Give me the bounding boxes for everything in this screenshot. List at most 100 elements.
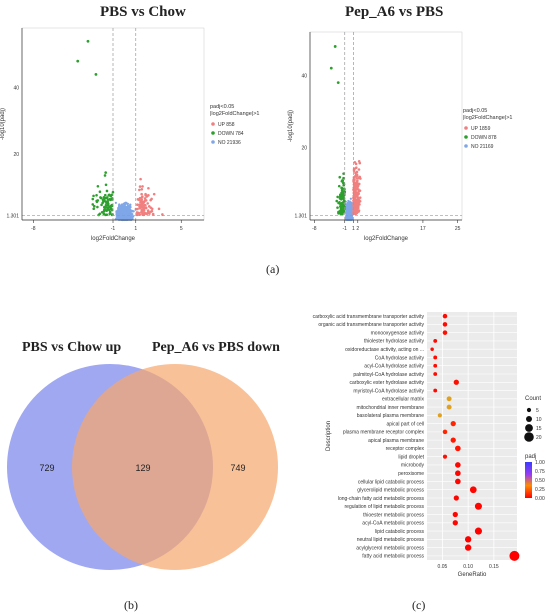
point-down — [339, 204, 342, 208]
point-no — [119, 216, 122, 219]
point-down — [105, 189, 109, 193]
x-axis-label: log2FoldChange — [91, 236, 136, 242]
point-down — [104, 209, 107, 212]
point-no — [122, 208, 126, 211]
point-no — [350, 217, 353, 221]
point-up — [161, 213, 164, 216]
dot — [433, 372, 438, 376]
point-up — [146, 194, 149, 198]
y-tick-label: 40 — [301, 73, 307, 79]
term-label: extracellular matrix — [382, 397, 424, 403]
dot — [455, 445, 461, 452]
point-up — [353, 183, 357, 186]
point-down — [108, 211, 112, 215]
plot-area — [309, 31, 463, 221]
x-tick-label: 0.10 — [463, 564, 473, 570]
dot — [450, 420, 456, 427]
point-up — [353, 167, 356, 170]
dot — [433, 355, 438, 360]
point-no — [132, 210, 135, 213]
dot — [464, 544, 472, 551]
x-tick-label: 1 — [352, 226, 355, 232]
point-down — [340, 179, 344, 183]
dot — [433, 363, 438, 368]
point-down — [86, 39, 90, 43]
point-up — [355, 191, 359, 195]
size-legend-label: 10 — [536, 417, 542, 423]
legend-label: NO 21169 — [471, 144, 494, 150]
point-up — [138, 188, 141, 192]
point-down — [339, 193, 342, 197]
point-up — [140, 202, 144, 206]
point-no — [120, 205, 123, 209]
point-no — [120, 210, 124, 213]
point-no — [124, 201, 127, 204]
x-tick-label: 5 — [180, 226, 183, 232]
color-legend-bar — [525, 462, 532, 498]
point-no — [129, 203, 132, 206]
point-no — [116, 217, 119, 220]
point-down — [333, 45, 337, 48]
legend-marker — [464, 135, 468, 139]
size-legend-label: 20 — [536, 435, 542, 441]
y-tick-label: 1.301 — [294, 213, 307, 219]
point-no — [349, 197, 352, 200]
point-up — [353, 160, 357, 164]
term-label: acylglycerol metabolic process — [356, 545, 424, 551]
point-down — [335, 199, 339, 203]
venn-count-left: 729 — [39, 463, 54, 473]
dot — [452, 520, 458, 526]
point-up — [145, 212, 149, 216]
point-down — [104, 171, 107, 174]
y-tick-label: 20 — [13, 152, 19, 158]
point-up — [140, 187, 144, 191]
point-down — [91, 197, 95, 201]
point-no — [345, 207, 349, 210]
term-label: carboxylic ester hydrolase activity — [350, 380, 425, 386]
legend-title: padj<0.05 — [463, 108, 487, 114]
term-label: monooxygenase activity — [371, 330, 425, 336]
point-up — [141, 213, 144, 216]
point-up — [136, 207, 139, 211]
point-no — [348, 212, 351, 215]
y-axis-label: -log10(padj) — [0, 108, 6, 140]
x-tick-label: -1 — [111, 226, 116, 232]
point-down — [104, 203, 108, 207]
term-label: CoA hydrolase activity — [375, 355, 425, 361]
point-no — [126, 206, 129, 210]
dot — [433, 388, 438, 393]
point-no — [128, 216, 131, 219]
point-up — [359, 177, 362, 180]
point-down — [96, 184, 100, 188]
x-axis-label: GeneRatio — [458, 572, 487, 578]
point-down — [342, 203, 346, 206]
dot — [455, 478, 461, 485]
point-up — [352, 169, 356, 173]
point-no — [126, 202, 129, 205]
point-up — [152, 192, 156, 196]
point-down — [103, 174, 107, 177]
point-up — [352, 207, 356, 210]
point-up — [136, 203, 139, 207]
point-down — [99, 196, 103, 200]
color-legend-title: padj — [525, 454, 536, 460]
legend-title: padj<0.05 — [210, 104, 234, 110]
term-label: cellular lipid catabolic process — [358, 479, 425, 485]
dot — [430, 347, 434, 351]
point-up — [355, 210, 358, 213]
point-up — [357, 159, 361, 163]
point-down — [343, 193, 346, 197]
point-up — [140, 205, 144, 208]
point-down — [104, 196, 107, 200]
point-up — [147, 205, 151, 208]
term-label: peroxisome — [398, 471, 424, 477]
term-label: thioester metabolic process — [363, 512, 424, 518]
term-label: basolateral plasma membrane — [357, 413, 424, 419]
point-up — [356, 185, 359, 189]
point-down — [339, 208, 343, 211]
dot — [509, 550, 520, 561]
point-down — [342, 196, 346, 200]
point-down — [110, 203, 114, 207]
venn-diagram: 729 129 749 — [7, 364, 278, 570]
point-up — [357, 210, 360, 213]
